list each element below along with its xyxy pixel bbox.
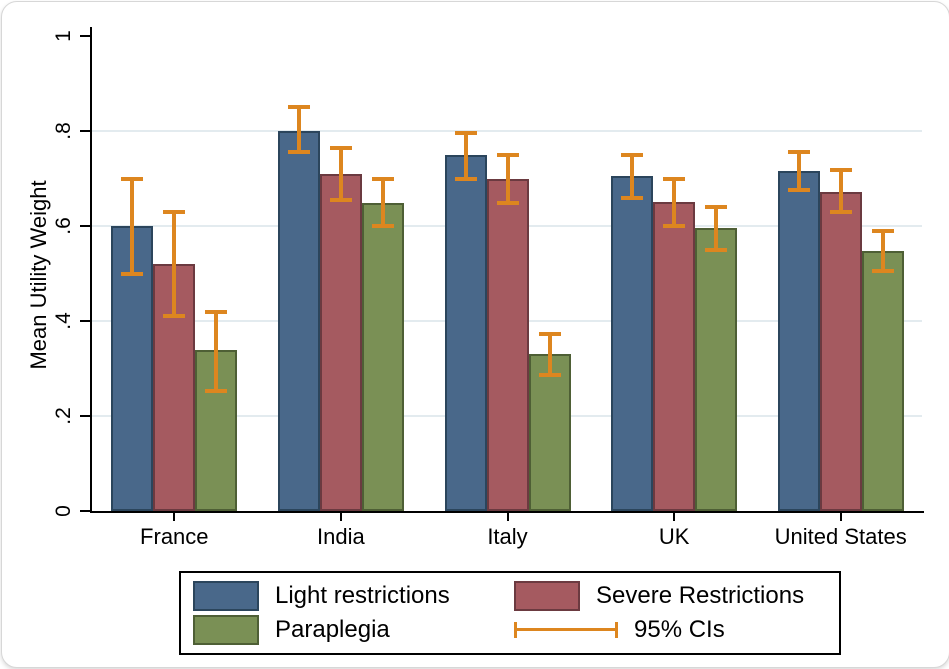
error-bar-cap-top [538,331,561,336]
legend-swatch [193,615,259,645]
error-bar-cap-bottom [829,209,852,214]
error-bar-cap-top [787,150,810,155]
legend-entry-1: Severe Restrictions [514,579,827,613]
y-tick-label: .2 [52,407,75,425]
y-tick-label: 1 [52,30,75,42]
legend-label: Light restrictions [275,582,450,609]
bar [695,228,738,511]
x-category-label: United States [774,524,907,549]
error-bar-cap-top [621,152,644,157]
error-bar-cap-bottom [205,388,228,393]
y-tick-label: .6 [52,217,75,235]
y-tick-label: .8 [52,122,75,140]
error-bar-cap-bottom [787,188,810,193]
error-bar-cap-bottom [871,268,894,273]
x-axis-tick [839,513,842,521]
legend-swatch [193,581,259,611]
bar [361,203,404,511]
bar [277,131,320,511]
y-axis-tick [80,130,90,132]
error-bar-cap-bottom [538,372,561,377]
legend-label: Severe Restrictions [596,582,805,609]
error-bar-line [547,333,552,375]
ci-whisker-icon [514,615,618,645]
error-bar-cap-top [663,176,686,181]
x-axis-tick [506,513,509,521]
error-bar-line [338,147,343,200]
error-bar-cap-top [329,145,352,150]
error-bar-line [880,230,885,271]
error-bar-line [214,311,219,391]
error-bar-line [130,178,135,274]
x-category-label: India [317,524,365,549]
legend-entry-0: Light restrictions [193,579,506,613]
y-axis-tick [80,225,90,227]
y-tick-label: .4 [52,312,75,330]
x-axis-line [90,511,924,513]
error-bar-line [172,211,177,317]
error-bar-line [714,207,719,250]
error-bar-cap-bottom [705,247,728,252]
legend-swatch [514,581,580,611]
legend-label: 95% CIs [634,616,725,643]
error-bar-cap-top [371,177,394,182]
error-bar-cap-bottom [663,224,686,228]
error-bar-cap-top [871,228,894,233]
x-category-label: Italy [487,524,528,549]
bar [486,178,529,511]
error-bar-cap-top [705,205,728,209]
error-bar-cap-bottom [287,150,310,155]
error-bar-cap-bottom [329,197,352,202]
error-bar-line [296,107,301,153]
x-axis-tick [173,513,176,521]
bar [444,154,487,511]
bar [653,202,696,511]
legend-label: Paraplegia [275,616,390,643]
error-bar-cap-top [163,209,186,214]
error-bar-line [630,154,635,198]
bar [319,173,362,511]
error-bar-cap-bottom [454,176,477,181]
bar [819,191,862,511]
x-axis-tick [339,513,342,521]
y-axis-title: Mean Utility Weight [26,180,51,370]
error-bar-line [380,179,385,226]
bar [611,176,654,511]
error-bar-line [463,133,468,179]
y-axis-tick [80,415,90,417]
legend-entry-2: Paraplegia [193,613,506,647]
bar [777,171,820,511]
error-bar-cap-bottom [371,224,394,228]
error-bar-cap-top [287,105,310,110]
error-bar-cap-top [454,131,477,136]
error-bar-cap-top [496,152,519,157]
bar [528,354,571,511]
error-bar-line [838,169,843,212]
error-bar-cap-bottom [621,195,644,200]
y-tick-label: 0 [52,505,75,517]
error-bar-cap-top [205,309,228,314]
error-bar-cap-bottom [121,271,144,276]
legend-entry-3: 95% CIs [514,613,827,647]
x-category-label: UK [658,524,690,549]
y-axis-tick [80,320,90,322]
error-bar-line [796,152,801,191]
bar [861,250,904,511]
chart-legend: Light restrictions Severe Restrictions Par… [179,571,841,655]
y-axis-tick [80,35,90,37]
error-bar-cap-top [829,167,852,172]
gridline [91,130,922,132]
error-bar-cap-bottom [496,201,519,206]
error-bar-cap-top [121,176,144,181]
error-bar-line [672,178,677,226]
error-bar-cap-bottom [163,314,186,319]
error-bar-line [505,154,510,204]
y-axis-tick [80,510,90,512]
x-axis-tick [673,513,676,521]
y-axis-line [90,27,92,513]
x-category-label: France [140,524,209,549]
